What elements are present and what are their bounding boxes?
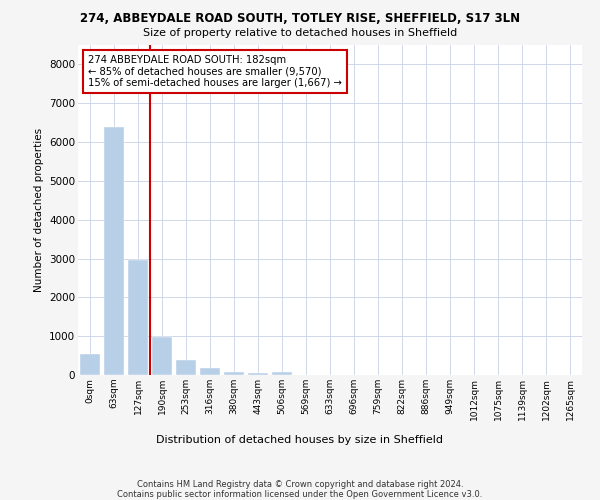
Bar (272, 372, 292, 375)
Bar (128, 260, 148, 375)
Bar (224, 372, 244, 375)
Bar (200, 368, 220, 375)
Text: 274 ABBEYDALE ROAD SOUTH: 182sqm
← 85% of detached houses are smaller (9,570)
15: 274 ABBEYDALE ROAD SOUTH: 182sqm ← 85% o… (88, 55, 342, 88)
Bar (104, 126, 124, 375)
Bar (152, 337, 172, 375)
Text: Contains HM Land Registry data © Crown copyright and database right 2024.
Contai: Contains HM Land Registry data © Crown c… (118, 480, 482, 500)
Bar (248, 374, 268, 375)
Text: 274, ABBEYDALE ROAD SOUTH, TOTLEY RISE, SHEFFIELD, S17 3LN: 274, ABBEYDALE ROAD SOUTH, TOTLEY RISE, … (80, 12, 520, 26)
Text: Distribution of detached houses by size in Sheffield: Distribution of detached houses by size … (157, 435, 443, 445)
Bar (80, 354, 100, 375)
Text: Size of property relative to detached houses in Sheffield: Size of property relative to detached ho… (143, 28, 457, 38)
Y-axis label: Number of detached properties: Number of detached properties (34, 128, 44, 292)
Bar (176, 360, 196, 375)
